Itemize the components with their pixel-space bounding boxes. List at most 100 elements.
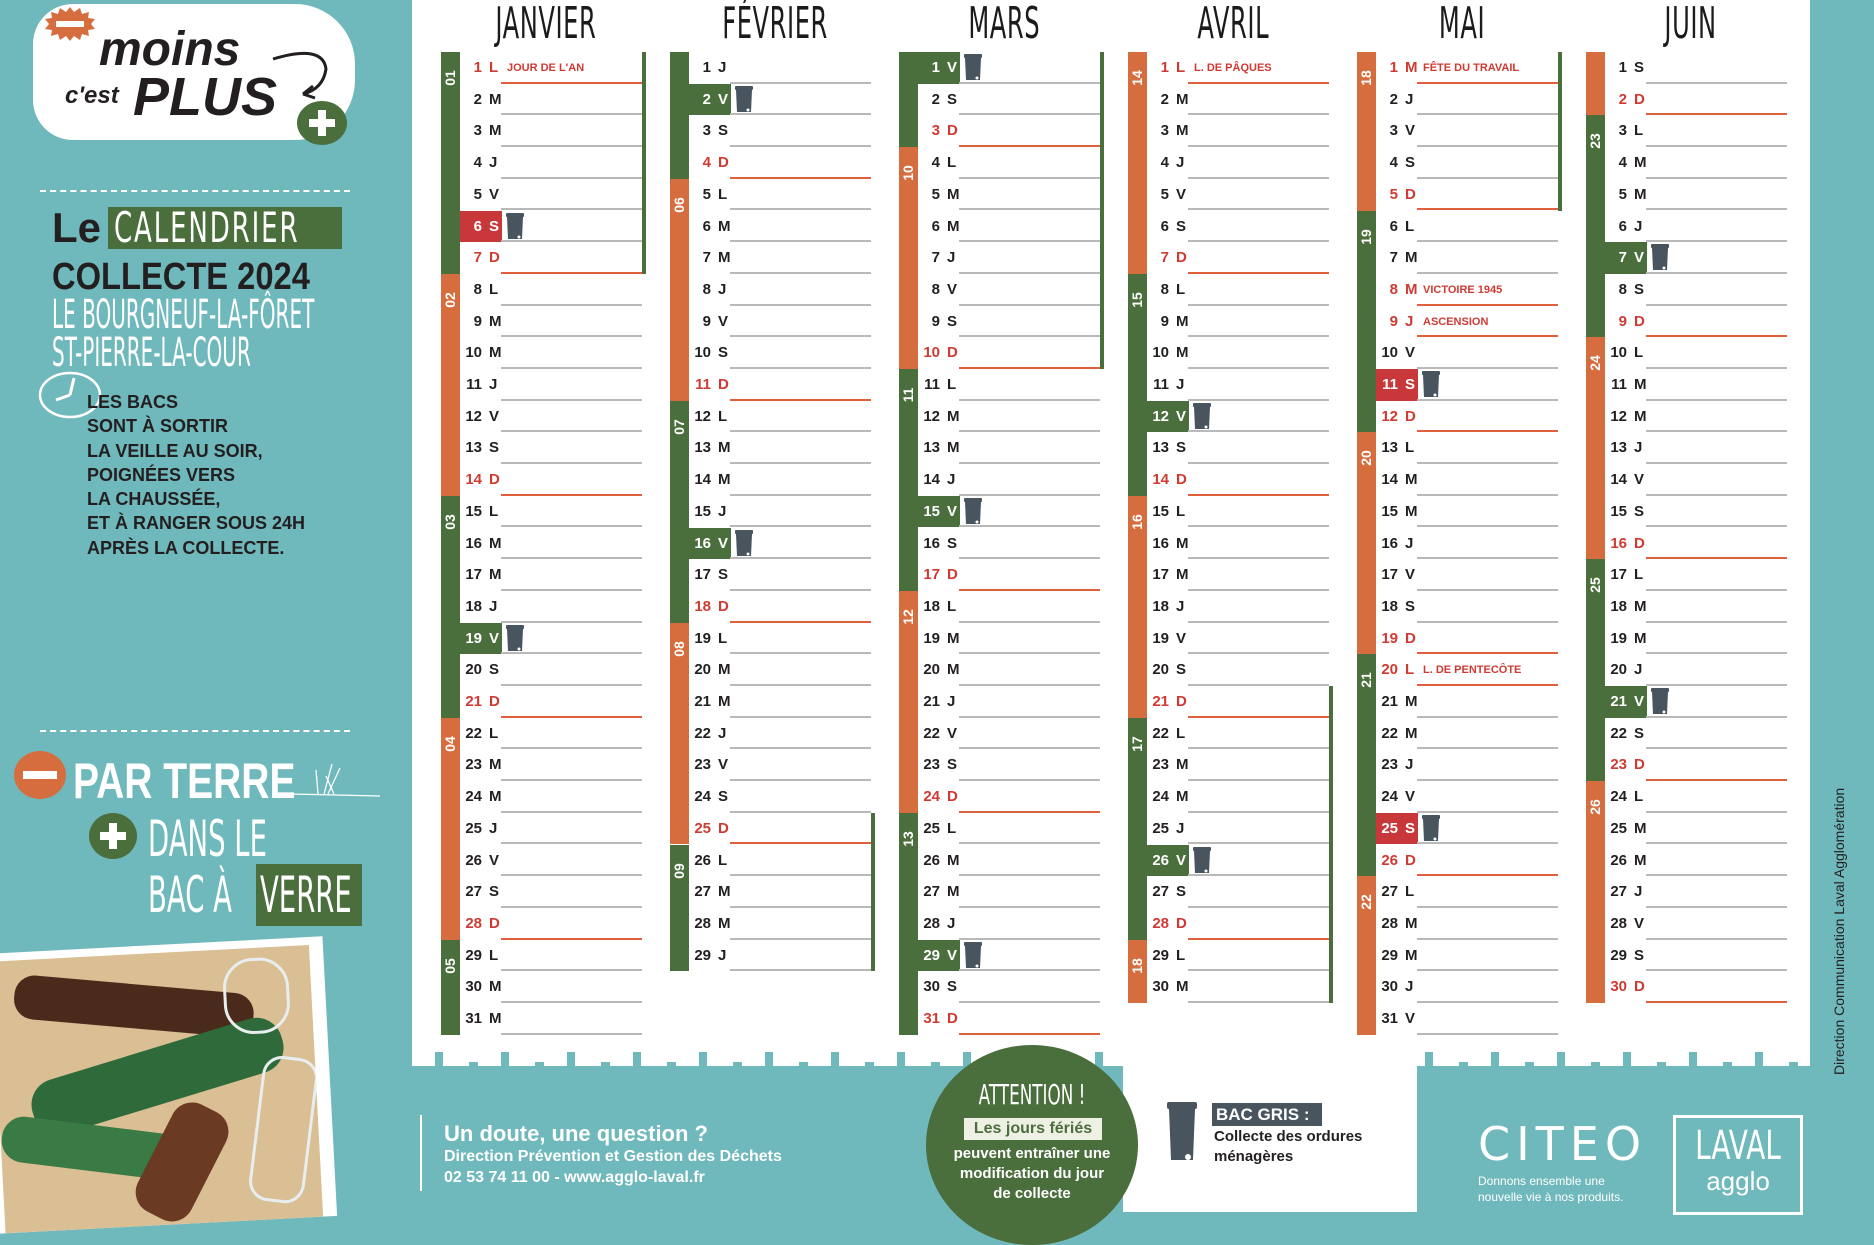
day-row: 30 M (460, 971, 645, 1003)
day-line (1417, 240, 1558, 243)
day-number: 26 (923, 851, 940, 869)
day-letter: V (489, 407, 500, 425)
day-line (959, 557, 1100, 560)
day-letter: S (1405, 154, 1416, 172)
attention-title: ATTENTION ! (978, 1078, 1086, 1111)
day-number: 5 (473, 185, 482, 203)
day-number: 5 (702, 185, 711, 203)
day-number: 22 (1152, 724, 1169, 742)
collection-day-highlight (689, 527, 731, 560)
day-letter: M (1405, 914, 1418, 932)
day-line (1646, 240, 1787, 243)
day-line (959, 937, 1100, 940)
day-number: 17 (1152, 566, 1169, 584)
day-row: 23 M (460, 749, 645, 782)
day-line (501, 462, 642, 465)
day-row: 17 M (460, 559, 645, 591)
day-line (501, 557, 642, 560)
day-row: 1 M FÊTE DU TRAVAIL (1376, 52, 1561, 84)
day-line (1646, 747, 1787, 750)
day-line (959, 1000, 1100, 1003)
day-line (1417, 747, 1558, 750)
day-line (1417, 176, 1558, 179)
day-line (1646, 430, 1787, 433)
month-title: FÉVRIER (670, 2, 880, 46)
day-number: 28 (1152, 914, 1169, 932)
week-bar (1586, 52, 1605, 116)
day-row: 19 M (1605, 623, 1790, 655)
day-letter: S (1634, 59, 1645, 76)
day-line (1417, 81, 1558, 84)
day-letter: L (1634, 344, 1644, 362)
collection-day-highlight (460, 622, 502, 655)
day-letter: V (489, 185, 500, 203)
day-row: 13 M (689, 432, 874, 465)
day-line (501, 683, 642, 686)
day-number: 9 (1389, 312, 1398, 330)
week-number: 01 (442, 70, 458, 86)
day-row: 14 D (460, 464, 645, 496)
day-letter: D (718, 819, 729, 837)
day-number: 20 (465, 661, 482, 679)
day-number: 31 (923, 1010, 940, 1027)
day-letter: L (947, 376, 957, 393)
day-letter: D (1634, 978, 1645, 996)
day-row: 23 D (1605, 749, 1790, 782)
instruction-line: SONT À SORTIR (87, 416, 229, 437)
day-number: 27 (1610, 883, 1627, 901)
day-line (730, 842, 871, 845)
day-row: 27 M (918, 876, 1103, 908)
school-holiday-bar (1329, 686, 1333, 1003)
day-number: 11 (466, 376, 482, 393)
day-number: 13 (465, 439, 482, 457)
contact-phone-web[interactable]: 02 53 74 11 00 - www.agglo-laval.fr (444, 1169, 705, 1186)
day-letter: V (718, 90, 729, 108)
day-row: 27 S (1147, 876, 1332, 908)
day-number: 15 (1381, 502, 1398, 520)
day-letter: D (1176, 693, 1187, 710)
day-letter: M (718, 471, 731, 489)
month-title-text: FÉVRIER (722, 0, 828, 49)
day-line (730, 937, 871, 940)
instruction-line: LA VEILLE AU SOIR, (87, 440, 263, 461)
day-row: 26 D (1376, 845, 1561, 877)
day-line (501, 652, 642, 655)
day-letter: M (1634, 407, 1647, 425)
day-letter: V (947, 59, 958, 76)
collection-day-highlight (689, 83, 731, 116)
week-bar: 13 (899, 812, 918, 1035)
month-title-text: MARS (968, 0, 1040, 49)
day-number: 17 (1610, 566, 1627, 584)
day-number: 29 (1381, 946, 1398, 964)
day-number: 7 (1389, 249, 1398, 267)
day-line (1646, 1000, 1787, 1003)
day-number: 3 (473, 122, 482, 140)
day-line (1417, 620, 1558, 623)
glass-verre-text: VERRE (260, 866, 352, 924)
week-bar: 05 (441, 939, 460, 1035)
day-line (730, 335, 871, 338)
day-number: 21 (923, 693, 940, 710)
day-number: 13 (1610, 439, 1627, 457)
day-row: 21 V (1605, 686, 1790, 718)
day-number: 10 (694, 344, 711, 362)
day-number: 10 (465, 344, 482, 362)
day-number: 30 (1152, 978, 1169, 996)
day-number: 6 (1160, 217, 1169, 235)
day-row: 10 V (1376, 337, 1561, 369)
day-letter: L (1176, 724, 1186, 742)
day-line (1188, 303, 1329, 306)
day-letter: D (489, 471, 500, 489)
day-number: 3 (702, 122, 711, 140)
school-holiday-bar (871, 812, 875, 972)
